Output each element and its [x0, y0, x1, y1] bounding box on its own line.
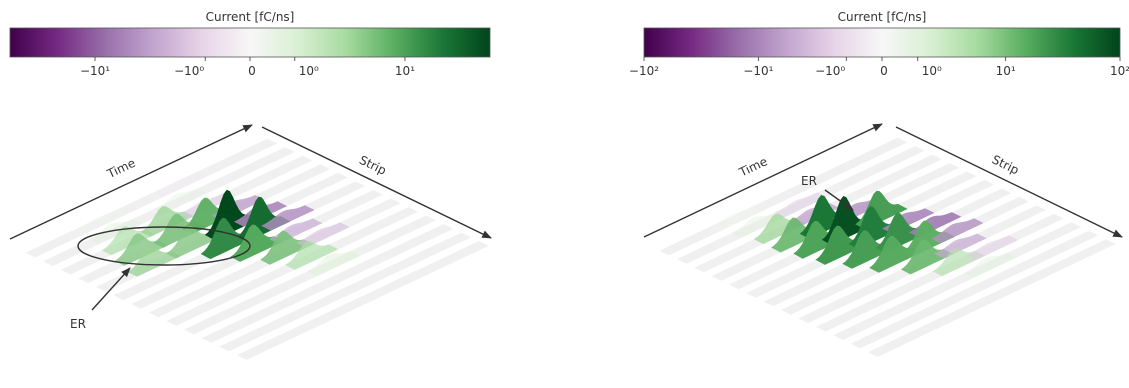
er-arrow [824, 189, 854, 211]
er-label: ER [70, 317, 86, 331]
left-chart: Current [fC/ns] −10¹ −10⁰ 0 10⁰ 10¹ Time Strip E… [9, 10, 492, 360]
colorbar-tick-label: −10⁰ [174, 64, 204, 78]
waveform-peak [307, 250, 361, 277]
strip-background [201, 224, 454, 343]
colorbar-tick-label: −10¹ [80, 64, 110, 78]
waveform-peak [965, 235, 1019, 261]
time-axis-arrow [643, 123, 883, 238]
er-label: ER [801, 174, 817, 188]
waveform-peak [261, 205, 315, 231]
strip-axis-label: Strip [357, 153, 388, 178]
colorbar-title: Current [fC/ns] [838, 10, 927, 24]
er-arrow [91, 267, 131, 311]
strip-background [43, 147, 295, 266]
waveform-peak [285, 241, 339, 270]
waveform-peak [869, 235, 922, 273]
strip-background [219, 232, 471, 352]
colorbar-tick-label: 10¹ [395, 64, 415, 78]
strip-background [25, 138, 278, 258]
waveforms [76, 171, 361, 277]
colorbar [9, 27, 491, 58]
time-axis-arrow [9, 124, 253, 240]
waveform-peak [101, 226, 156, 256]
strip-axis-arrow [261, 126, 492, 239]
waveform-peak [815, 225, 868, 265]
waveform-peak [76, 208, 130, 234]
waveform-peak [89, 219, 143, 245]
waveform-peak [774, 192, 827, 218]
waveform-peak [934, 233, 987, 259]
time-axis-label: Time [736, 154, 769, 180]
colorbar [643, 27, 1121, 58]
waveform-peak [154, 188, 208, 214]
colorbar-tick-label: 10² [1110, 64, 1129, 78]
waveform-peak [709, 206, 762, 232]
right-panel: Current [fC/ns] −10² −10¹ −10⁰ 0 10⁰ 10¹ 10² Tim… [565, 0, 1129, 388]
strip-background [184, 215, 436, 335]
colorbar-tick-label: 0 [248, 64, 256, 78]
time-axis-label: Time [104, 156, 137, 182]
waveform-peak [771, 217, 824, 253]
waveform-peak [200, 217, 254, 260]
waveform-peak [260, 230, 314, 265]
waveform-peak [842, 230, 895, 269]
strip-axis-arrow [895, 126, 1123, 238]
waveform-peak [931, 218, 984, 244]
waveform-peak [900, 239, 954, 275]
strip-background [868, 239, 1116, 357]
waveforms [709, 190, 1019, 278]
colorbar-tick-label: 0 [880, 64, 888, 78]
waveform-peak [182, 197, 236, 234]
waveform-peak [114, 233, 168, 266]
left-panel: Current [fC/ns] −10¹ −10⁰ 0 10⁰ 10¹ Time Strip E… [0, 0, 560, 388]
waveform-peak [793, 220, 846, 259]
waveform-peak [153, 171, 207, 197]
colorbar-tick-label: 10⁰ [299, 64, 319, 78]
strip-background [236, 241, 489, 360]
colorbar-tick-label: −10⁰ [815, 64, 845, 78]
er-ellipse [77, 226, 251, 266]
waveform-peak [153, 213, 207, 248]
colorbar-tick-label: 10⁰ [922, 64, 942, 78]
colorbar-tick-label: −10¹ [743, 64, 773, 78]
waveform-peak [902, 220, 955, 257]
strip-background [850, 230, 1099, 349]
right-chart: Current [fC/ns] −10² −10¹ −10⁰ 0 10⁰ 10¹ 10² Tim… [629, 10, 1129, 357]
waveform-peak [964, 252, 1017, 278]
strip-background [833, 222, 1081, 340]
strip-background [659, 137, 908, 256]
colorbar-title: Current [fC/ns] [206, 10, 295, 24]
colorbar-tick-label: 10¹ [996, 64, 1016, 78]
colorbar-tick-label: −10² [629, 64, 659, 78]
strip-axis-label: Strip [990, 152, 1022, 177]
